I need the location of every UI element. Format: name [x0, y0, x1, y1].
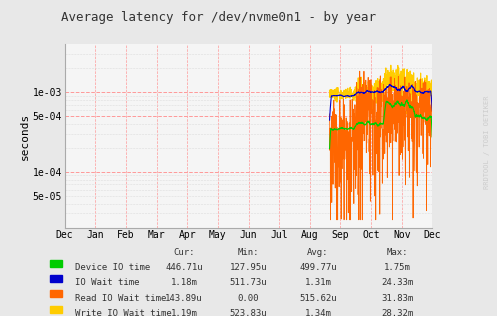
Text: Max:: Max:: [387, 248, 409, 257]
Text: 1.75m: 1.75m: [384, 263, 411, 272]
Text: Read IO Wait time: Read IO Wait time: [75, 294, 166, 302]
Text: 499.77u: 499.77u: [299, 263, 337, 272]
Text: 0.00: 0.00: [238, 294, 259, 302]
Text: 511.73u: 511.73u: [230, 278, 267, 287]
Text: Average latency for /dev/nvme0n1 - by year: Average latency for /dev/nvme0n1 - by ye…: [61, 11, 376, 24]
Text: 127.95u: 127.95u: [230, 263, 267, 272]
Text: 31.83m: 31.83m: [382, 294, 414, 302]
Text: Cur:: Cur:: [173, 248, 195, 257]
Text: RRDTOOL / TOBI OETIKER: RRDTOOL / TOBI OETIKER: [484, 95, 490, 189]
Text: Device IO time: Device IO time: [75, 263, 150, 272]
Y-axis label: seconds: seconds: [20, 112, 30, 160]
Text: 523.83u: 523.83u: [230, 309, 267, 316]
Text: 28.32m: 28.32m: [382, 309, 414, 316]
Text: 1.34m: 1.34m: [305, 309, 331, 316]
Text: 446.71u: 446.71u: [165, 263, 203, 272]
Text: Write IO Wait time: Write IO Wait time: [75, 309, 171, 316]
Text: 143.89u: 143.89u: [165, 294, 203, 302]
Text: 1.31m: 1.31m: [305, 278, 331, 287]
Text: 515.62u: 515.62u: [299, 294, 337, 302]
Text: Min:: Min:: [238, 248, 259, 257]
Text: IO Wait time: IO Wait time: [75, 278, 139, 287]
Text: 1.19m: 1.19m: [170, 309, 197, 316]
Text: Avg:: Avg:: [307, 248, 329, 257]
Text: 24.33m: 24.33m: [382, 278, 414, 287]
Text: 1.18m: 1.18m: [170, 278, 197, 287]
